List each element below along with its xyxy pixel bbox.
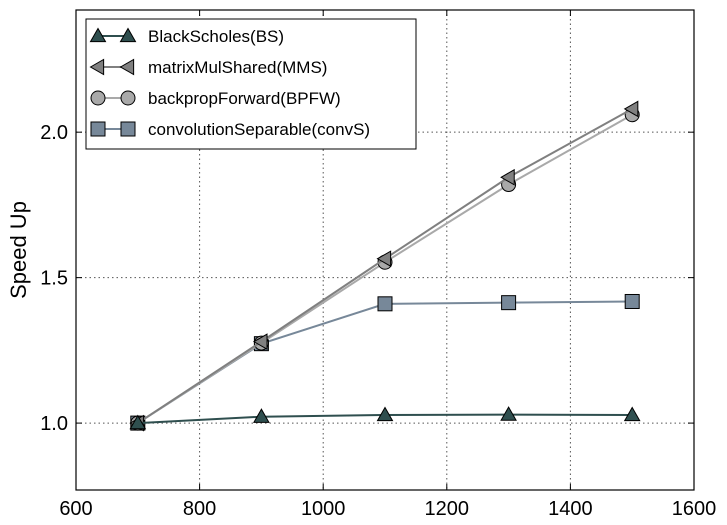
data-point — [376, 406, 394, 422]
legend-label: convolutionSeparable(convS) — [148, 120, 370, 139]
x-tick-label: 1600 — [672, 498, 717, 520]
legend-marker — [90, 121, 106, 137]
legend-marker — [120, 90, 136, 106]
axis-ticks: 600 800 1000 1200 1400 1600 1.0 1.5 2.0 — [40, 10, 716, 520]
data-point — [377, 296, 393, 312]
legend-item: BlackScholes(BS) — [89, 27, 284, 46]
data-point — [252, 333, 268, 350]
series-blackscholes-bs — [129, 406, 641, 430]
data-point — [500, 168, 515, 186]
x-tick-label: 1400 — [548, 498, 593, 520]
y-tick-label: 1.5 — [40, 268, 68, 290]
x-tick-label: 600 — [59, 498, 92, 520]
y-axis-label: Speed Up — [6, 201, 31, 299]
series-line — [137, 300, 633, 424]
legend-item: matrixMulShared(MMS) — [89, 58, 327, 77]
legend-label: matrixMulShared(MMS) — [148, 58, 327, 77]
legend-item: convolutionSeparable(convS) — [90, 120, 370, 139]
x-tick-label: 1000 — [301, 498, 346, 520]
grid — [76, 10, 694, 490]
y-tick-label: 1.0 — [40, 413, 68, 435]
legend-marker — [89, 27, 107, 43]
data-point — [500, 406, 517, 421]
plot-frame — [75, 9, 695, 491]
legend-marker — [119, 58, 135, 76]
series-backpropforward-bpfw — [130, 107, 640, 431]
legend-marker — [89, 58, 105, 76]
x-tick-label: 1200 — [425, 498, 470, 520]
data-point — [501, 295, 517, 311]
legend-box — [85, 18, 417, 150]
data-point — [624, 293, 640, 309]
data-point — [376, 250, 392, 268]
legend-marker — [120, 121, 136, 137]
series-layer — [129, 100, 641, 432]
y-tick-label: 2.0 — [40, 122, 68, 144]
data-point — [623, 406, 641, 422]
data-point — [623, 100, 639, 118]
data-point — [253, 408, 270, 423]
legend-label: backpropForward(BPFW) — [148, 89, 341, 108]
x-tick-label: 800 — [183, 498, 216, 520]
legend-marker — [119, 27, 137, 43]
legend-label: BlackScholes(BS) — [148, 27, 284, 46]
legend-item: backpropForward(BPFW) — [90, 89, 341, 108]
data-point — [129, 414, 147, 430]
legend: BlackScholes(BS) matrixMulShared(MMS) back… — [85, 18, 417, 150]
legend-marker — [90, 90, 106, 106]
